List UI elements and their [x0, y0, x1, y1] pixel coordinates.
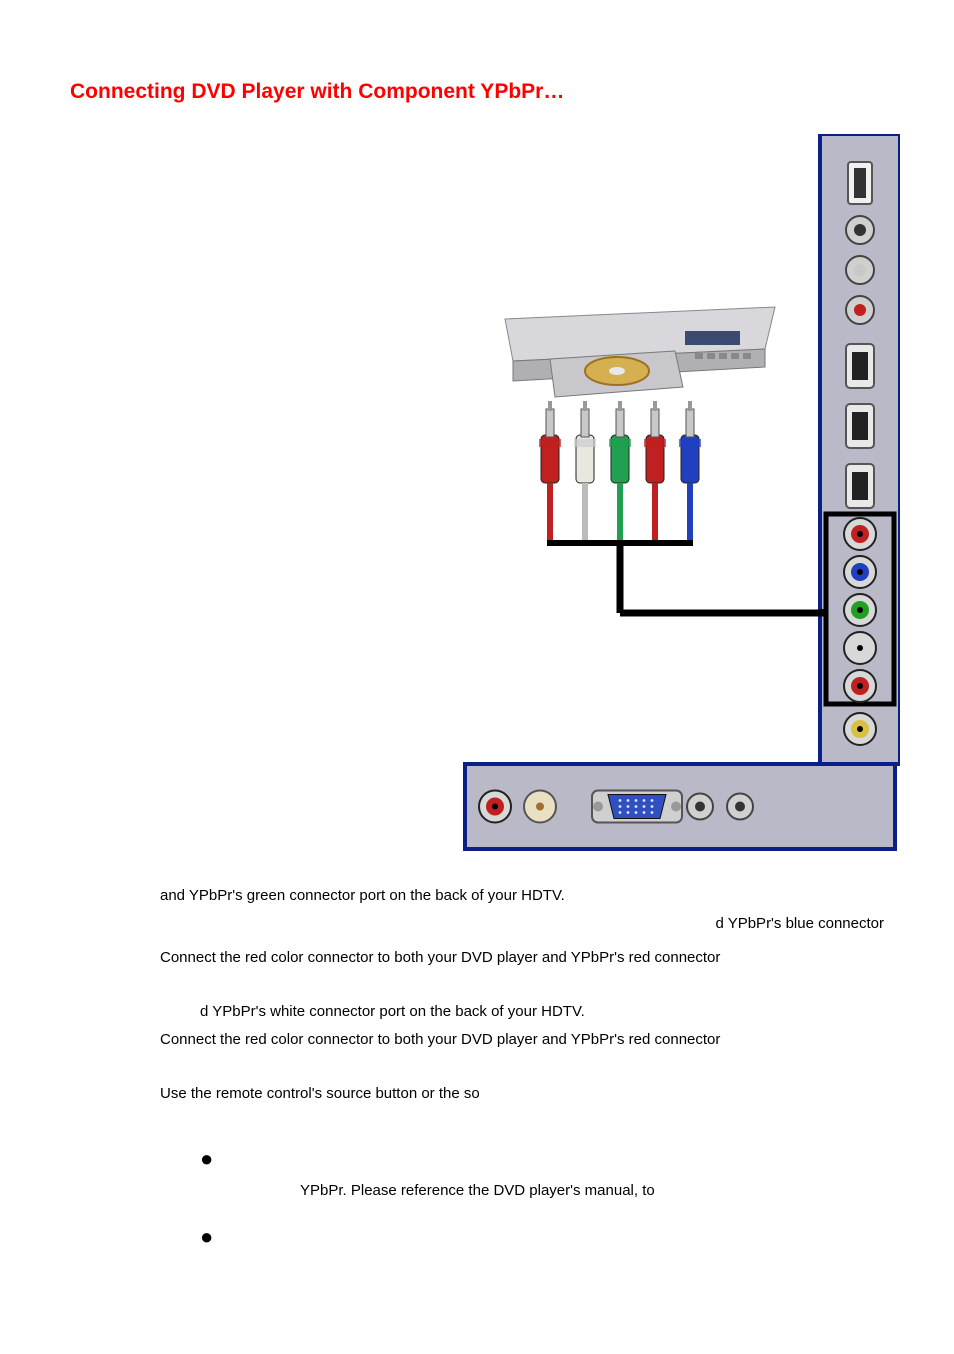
bullet-item: ● — [200, 1146, 884, 1172]
diagram-svg — [270, 134, 900, 854]
text-line: and YPbPr's green connector port on the … — [160, 884, 884, 908]
text-line: d YPbPr's white connector port on the ba… — [160, 1000, 884, 1024]
bullet-list: ● YPbPr. Please reference the DVD player… — [70, 1146, 884, 1250]
bullet-item: ● — [200, 1224, 884, 1250]
page-heading: Connecting DVD Player with Component YPb… — [70, 80, 884, 104]
text-line: d YPbPr's blue connector — [160, 912, 884, 936]
text-line: Connect the red color connector to both … — [160, 946, 884, 970]
text-fragment: d YPbPr's blue connector — [715, 912, 884, 936]
text-line: Connect the red color connector to both … — [160, 1028, 884, 1052]
instruction-text: and YPbPr's green connector port on the … — [70, 884, 884, 1106]
text-line: Use the remote control's source button o… — [160, 1082, 884, 1106]
connection-diagram — [270, 134, 900, 854]
bullet-dot: ● — [200, 1146, 230, 1172]
bullet-subtext: YPbPr. Please reference the DVD player's… — [200, 1182, 884, 1199]
bullet-dot: ● — [200, 1224, 230, 1250]
